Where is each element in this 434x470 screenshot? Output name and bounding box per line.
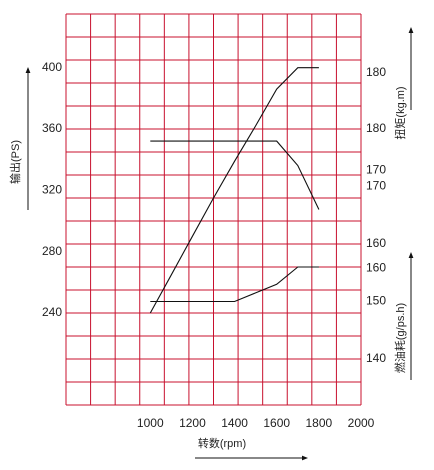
- fuel-tick-label: 160: [366, 236, 386, 250]
- grid: [65, 13, 362, 406]
- x-tick-label: 1800: [306, 416, 333, 430]
- output-axis-title: 输出(PS): [8, 140, 22, 184]
- output-tick-label: 360: [42, 121, 62, 135]
- output-tick-label: 240: [42, 305, 62, 319]
- fuel-tick-label: 150: [366, 294, 386, 308]
- series-lines: [149, 67, 320, 314]
- x-axis-title: 转数(rpm): [198, 436, 246, 450]
- x-tick-label: 2000: [348, 416, 375, 430]
- fuel-curve: [150, 266, 319, 303]
- fuel-axis-title: 燃油耗(g/ps.h): [393, 303, 407, 373]
- torque-tick-label: 170: [366, 163, 386, 177]
- output-tick-label: 280: [42, 244, 62, 258]
- fuel-tick-label: 170: [366, 179, 386, 193]
- torque-tick-label: 180: [366, 65, 386, 79]
- x-tick-label: 1200: [179, 416, 206, 430]
- x-tick-label: 1000: [137, 416, 164, 430]
- x-tick-label: 1400: [221, 416, 248, 430]
- fuel-tick-label: 180: [366, 121, 386, 135]
- output-tick-label: 400: [42, 60, 62, 74]
- torque-tick-label: 160: [366, 260, 386, 274]
- fuel-tick-label: 140: [366, 351, 386, 365]
- tick-labels: 1000 1200 1400 1600 1800 2000 240 280 320 360 400 1…: [42, 60, 386, 430]
- output-curve: [149, 67, 319, 314]
- output-tick-label: 320: [42, 183, 62, 197]
- torque-axis-title: 扭矩(kg.m): [393, 86, 407, 139]
- torque-curve: [150, 140, 320, 210]
- x-tick-label: 1600: [263, 416, 290, 430]
